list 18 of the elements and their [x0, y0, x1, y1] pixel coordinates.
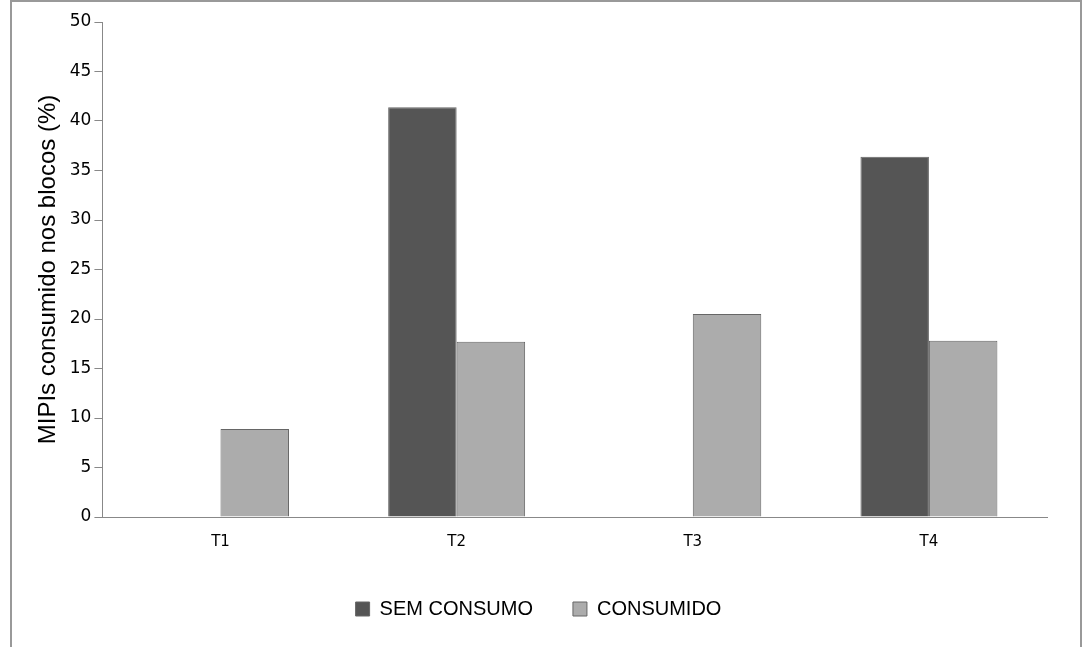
x-tick-label: T2 — [446, 531, 466, 550]
y-tick-label: 45 — [69, 59, 92, 80]
y-tick-label: 5 — [80, 455, 92, 476]
y-tick-label: 40 — [69, 109, 92, 130]
y-tick-label: 25 — [69, 257, 92, 278]
y-tick-label: 30 — [69, 208, 92, 229]
y-tick-label: 35 — [69, 158, 92, 179]
legend-label: CONSUMIDO — [596, 596, 722, 619]
x-tick-label: T3 — [682, 531, 703, 550]
legend-label: SEM CONSUMO — [379, 596, 533, 619]
x-tick-label: T4 — [918, 531, 939, 550]
y-tick-label: 20 — [69, 307, 92, 328]
y-tick-label: 10 — [69, 406, 92, 427]
y-tick-label: 50 — [69, 10, 92, 31]
y-tick-label: 0 — [80, 505, 92, 526]
x-tick-label: T1 — [210, 531, 230, 550]
y-axis-title: MIPIs consumido nos blocos (%) — [33, 94, 61, 445]
y-tick-label: 15 — [69, 356, 92, 377]
